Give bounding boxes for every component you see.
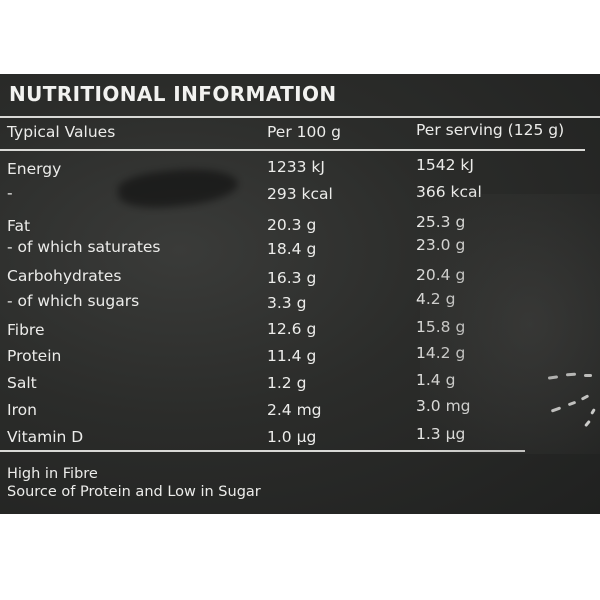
nutrition-panel: NUTRITIONAL INFORMATION Typical Values P… [0, 74, 600, 514]
row-label-fibre: Fibre [7, 321, 45, 339]
row-serving-energy-kj: 1542 kJ [416, 156, 474, 174]
row-per100-fat: 20.3 g [267, 216, 317, 234]
table-bottom-divider [0, 450, 525, 452]
row-per100-vitamin-d: 1.0 µg [267, 428, 317, 446]
row-per100-salt: 1.2 g [267, 374, 307, 392]
row-serving-protein: 14.2 g [416, 344, 466, 362]
row-label-protein: Protein [7, 347, 62, 365]
row-per100-energy-kj: 1233 kJ [267, 158, 325, 176]
decorative-dash [567, 400, 577, 407]
decorative-dash [590, 408, 596, 415]
decorative-dash [550, 406, 562, 413]
header-divider [0, 149, 585, 151]
decorative-dash [565, 372, 577, 377]
title-divider [0, 116, 600, 118]
row-label-carbohydrates: Carbohydrates [7, 267, 122, 285]
claim-high-in-fibre: High in Fibre [7, 466, 98, 482]
row-label-saturates: - of which saturates [7, 238, 161, 256]
row-label-salt: Salt [7, 374, 37, 392]
row-per100-saturates: 18.4 g [267, 240, 317, 258]
row-serving-fat: 25.3 g [416, 213, 466, 231]
row-serving-salt: 1.4 g [416, 371, 456, 389]
row-per100-iron: 2.4 mg [267, 401, 322, 419]
row-per100-energy-kcal: 293 kcal [267, 185, 333, 203]
row-per100-sugars: 3.3 g [267, 294, 307, 312]
header-per-100g: Per 100 g [267, 123, 341, 141]
row-label-energy: Energy [7, 160, 62, 178]
row-per100-fibre: 12.6 g [267, 320, 317, 338]
header-per-serving: Per serving (125 g) [416, 121, 565, 139]
row-serving-sugars: 4.2 g [416, 290, 456, 308]
row-label-sugars: - of which sugars [7, 292, 140, 310]
decorative-dash [580, 394, 590, 401]
row-label-iron: Iron [7, 401, 37, 419]
row-label-energy-kcal: - [7, 184, 13, 202]
claim-protein-low-sugar: Source of Protein and Low in Sugar [7, 484, 261, 500]
row-label-vitamin-d: Vitamin D [7, 428, 84, 446]
row-serving-fibre: 15.8 g [416, 318, 466, 336]
decorative-dash [584, 419, 591, 428]
row-serving-saturates: 23.0 g [416, 236, 466, 254]
decorative-dash [547, 375, 559, 380]
row-serving-vitamin-d: 1.3 µg [416, 425, 466, 443]
row-label-fat: Fat [7, 217, 31, 235]
header-typical-values: Typical Values [7, 123, 116, 141]
row-serving-energy-kcal: 366 kcal [416, 183, 482, 201]
panel-title: NUTRITIONAL INFORMATION [9, 82, 337, 106]
decorative-dash [584, 374, 592, 377]
row-serving-carbohydrates: 20.4 g [416, 266, 466, 284]
row-per100-carbohydrates: 16.3 g [267, 269, 317, 287]
row-serving-iron: 3.0 mg [416, 397, 471, 415]
row-per100-protein: 11.4 g [267, 347, 317, 365]
